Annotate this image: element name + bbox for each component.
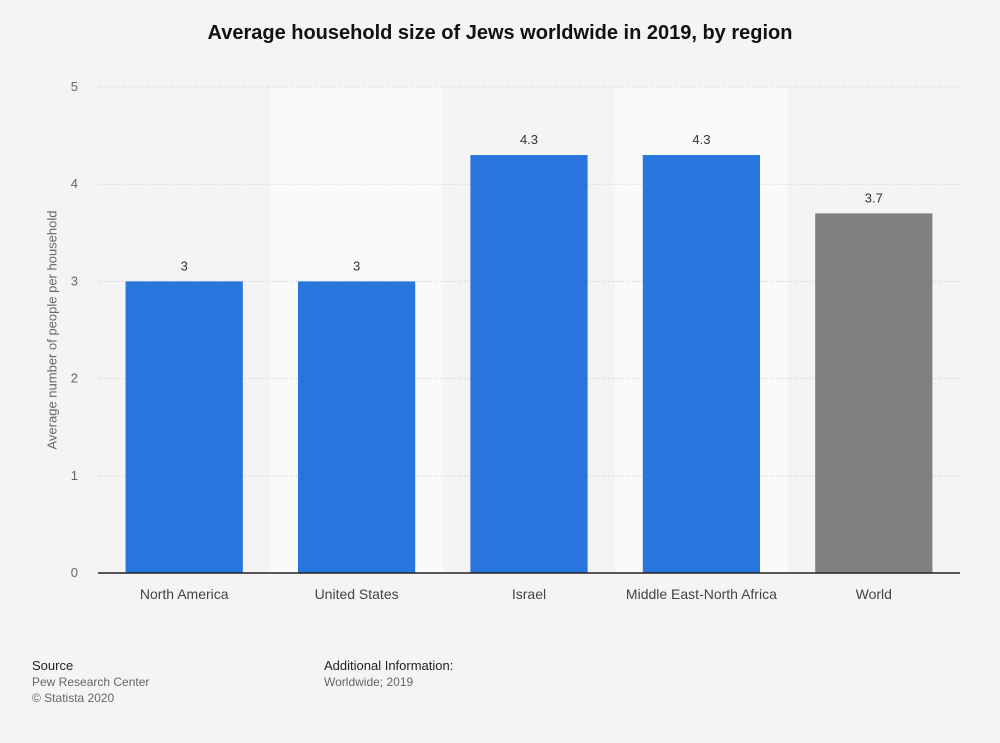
bar-4 [815,213,933,574]
bar-2 [470,155,588,574]
x-tick-label-4: World [856,586,892,602]
y-tick-label-1: 1 [71,468,78,483]
bar-value-label-1: 3 [353,258,360,273]
x-tick-label-3: Middle East-North Africa [626,586,777,602]
additional-info-heading: Additional Information: [324,658,454,673]
source-line-1[interactable]: Pew Research Center [32,675,150,689]
x-tick-label-2: Israel [512,586,546,602]
y-tick-label-2: 2 [71,371,78,386]
bar-0 [125,281,243,573]
additional-info-block: Additional Information: Worldwide; 2019 [324,658,453,690]
bar-3 [642,155,761,574]
y-tick-label-3: 3 [71,273,78,288]
bar-1 [297,281,416,573]
x-tick-label-0: North America [140,586,229,602]
bar-chart: 0 1 2 3 4 5 3 North America 3 United States 4.3 Isr… [71,79,960,602]
y-tick-label-0: 0 [71,565,78,580]
x-tick-label-1: United States [315,586,399,602]
y-tick-label-4: 4 [71,176,78,191]
bar-value-label-3: 4.3 [692,132,710,147]
y-tick-label-5: 5 [71,79,78,94]
additional-info-line-1: Worldwide; 2019 [324,675,414,689]
bar-value-label-2: 4.3 [520,132,538,147]
source-heading: Source [32,658,74,673]
source-line-2: © Statista 2020 [32,691,115,705]
bar-value-label-0: 3 [181,258,188,273]
chart-title: Average household size of Jews worldwide… [207,22,793,44]
source-block: Source Pew Research Center © Statista 20… [32,658,149,706]
bar-value-label-4: 3.7 [865,190,883,205]
